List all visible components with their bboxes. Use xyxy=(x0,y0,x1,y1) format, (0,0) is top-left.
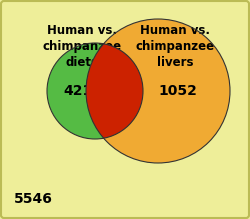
Circle shape xyxy=(47,43,143,139)
Text: 5546: 5546 xyxy=(14,192,53,206)
Circle shape xyxy=(86,19,230,163)
Text: 1052: 1052 xyxy=(158,84,198,98)
Text: 117: 117 xyxy=(112,84,140,98)
Circle shape xyxy=(47,43,143,139)
Text: Human vs.
chimpanzee
diets: Human vs. chimpanzee diets xyxy=(42,24,121,69)
Text: Human vs.
chimpanzee
livers: Human vs. chimpanzee livers xyxy=(136,24,214,69)
Text: 421: 421 xyxy=(64,84,92,98)
